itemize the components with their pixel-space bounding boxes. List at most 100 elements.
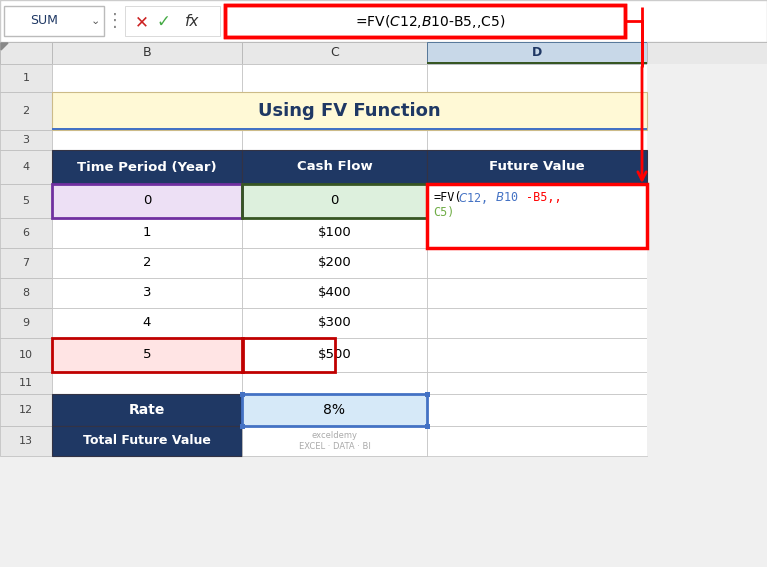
Text: 4: 4 — [22, 162, 30, 172]
Bar — [0, 130, 52, 150]
Bar — [647, 130, 767, 150]
Text: Cash Flow: Cash Flow — [297, 160, 372, 174]
Text: 2: 2 — [22, 106, 30, 116]
Bar — [427, 426, 647, 456]
Text: C: C — [330, 46, 339, 60]
Polygon shape — [1, 43, 8, 50]
Bar — [52, 130, 242, 150]
Text: exceldemy
EXCEL · DATA · BI: exceldemy EXCEL · DATA · BI — [298, 431, 370, 451]
Bar — [427, 130, 647, 150]
Bar — [427, 184, 647, 218]
Text: D: D — [532, 46, 542, 60]
Text: $200: $200 — [318, 256, 351, 269]
Bar — [427, 218, 647, 248]
Bar — [242, 338, 427, 372]
Bar — [52, 184, 242, 218]
Bar — [52, 42, 242, 64]
Bar — [647, 42, 767, 64]
Text: B: B — [143, 46, 151, 60]
Bar — [52, 394, 242, 426]
Bar — [0, 150, 52, 184]
Bar — [125, 6, 220, 36]
Text: 9: 9 — [22, 318, 30, 328]
Bar — [242, 150, 427, 184]
Bar — [647, 218, 767, 248]
Bar — [0, 308, 52, 338]
Bar — [427, 372, 647, 394]
Bar — [427, 184, 647, 248]
Text: 10: 10 — [19, 350, 33, 360]
Bar — [52, 394, 242, 426]
Bar — [0, 394, 52, 426]
Text: 0: 0 — [143, 194, 151, 208]
Bar — [0, 0, 767, 42]
Bar — [242, 308, 427, 338]
Bar — [647, 372, 767, 394]
Text: Rate: Rate — [129, 403, 165, 417]
Text: 2: 2 — [143, 256, 151, 269]
Text: ⌄: ⌄ — [91, 16, 100, 26]
Bar — [647, 308, 767, 338]
Text: $300: $300 — [318, 316, 351, 329]
Bar — [242, 278, 427, 308]
Text: 1: 1 — [143, 226, 151, 239]
Bar — [647, 278, 767, 308]
Bar — [647, 64, 767, 92]
Bar — [52, 308, 242, 338]
Bar — [242, 394, 427, 426]
Bar — [427, 62, 647, 64]
Bar — [425, 392, 430, 397]
Bar — [242, 92, 427, 130]
Text: $500: $500 — [318, 349, 351, 362]
Bar — [242, 308, 427, 338]
Text: ⋮: ⋮ — [106, 12, 124, 30]
Bar — [52, 338, 243, 372]
Bar — [242, 338, 427, 372]
Bar — [242, 426, 427, 456]
Bar — [427, 64, 647, 92]
Bar — [0, 248, 52, 278]
Text: 12: 12 — [19, 405, 33, 415]
Bar — [242, 218, 427, 248]
Bar — [52, 308, 242, 338]
Text: C5): C5) — [433, 206, 454, 219]
Bar — [52, 338, 242, 372]
Bar — [427, 394, 647, 426]
Bar — [647, 150, 767, 184]
Bar — [52, 64, 242, 92]
Bar — [427, 338, 647, 372]
Text: Using FV Function: Using FV Function — [258, 102, 441, 120]
Bar — [4, 6, 104, 36]
Bar — [242, 42, 427, 64]
Bar — [242, 150, 427, 184]
Bar — [52, 92, 242, 130]
Bar — [427, 92, 647, 130]
Bar — [647, 394, 767, 426]
Bar — [0, 338, 52, 372]
Bar — [52, 248, 242, 278]
Bar — [52, 278, 242, 308]
Bar — [52, 218, 242, 248]
Bar — [0, 64, 52, 92]
Text: 7: 7 — [22, 258, 30, 268]
Text: $C$12,: $C$12, — [458, 191, 486, 206]
Bar — [647, 426, 767, 456]
Bar — [242, 394, 427, 426]
Text: 3: 3 — [22, 135, 29, 145]
Bar — [647, 248, 767, 278]
Bar — [647, 338, 767, 372]
Text: SUM: SUM — [30, 15, 58, 28]
Bar — [240, 424, 245, 429]
Text: =FV($C$12,$B$10-B5,,C5): =FV($C$12,$B$10-B5,,C5) — [355, 12, 505, 29]
Text: 0: 0 — [331, 194, 339, 208]
Bar — [0, 278, 52, 308]
Text: 3: 3 — [143, 286, 151, 299]
Bar — [52, 248, 242, 278]
Text: $400: $400 — [318, 286, 351, 299]
Bar — [0, 42, 52, 64]
Text: 13: 13 — [19, 436, 33, 446]
Bar — [52, 92, 647, 130]
Bar — [242, 338, 334, 372]
Text: Time Period (Year): Time Period (Year) — [77, 160, 217, 174]
Bar — [52, 372, 242, 394]
